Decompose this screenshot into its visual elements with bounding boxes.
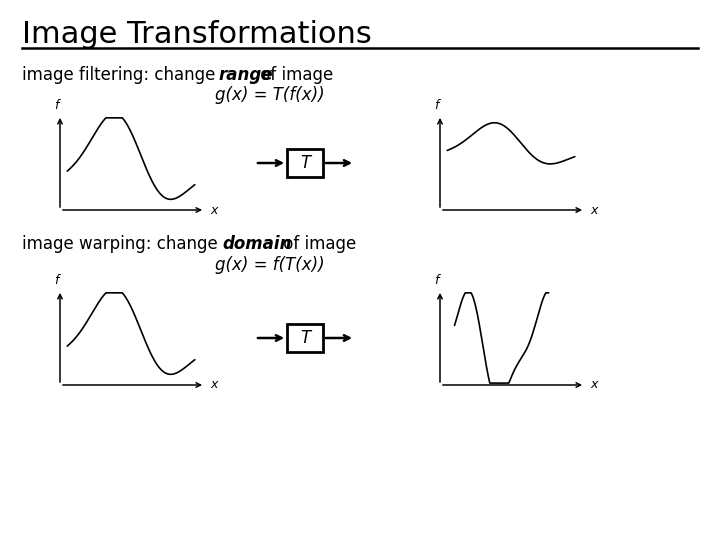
Text: image warping: change: image warping: change [22,235,223,253]
Text: f: f [54,274,58,287]
Text: x: x [590,204,598,217]
Bar [287,149,323,177]
Text: of image: of image [255,66,333,84]
Text: g(x) = f(T(x)): g(x) = f(T(x)) [215,256,325,274]
Text: image filtering: change: image filtering: change [22,66,220,84]
Text: f: f [54,99,58,112]
Text: f: f [434,274,438,287]
Text: x: x [210,379,217,392]
Text: of image: of image [278,235,356,253]
Text: T: T [300,329,310,347]
Text: range: range [218,66,272,84]
Text: Image Transformations: Image Transformations [22,20,372,49]
Text: x: x [590,379,598,392]
Text: g(x) = T(f(x)): g(x) = T(f(x)) [215,86,325,104]
Text: domain: domain [222,235,292,253]
Text: T: T [300,154,310,172]
Text: x: x [210,204,217,217]
Text: f: f [434,99,438,112]
Bar [287,324,323,352]
